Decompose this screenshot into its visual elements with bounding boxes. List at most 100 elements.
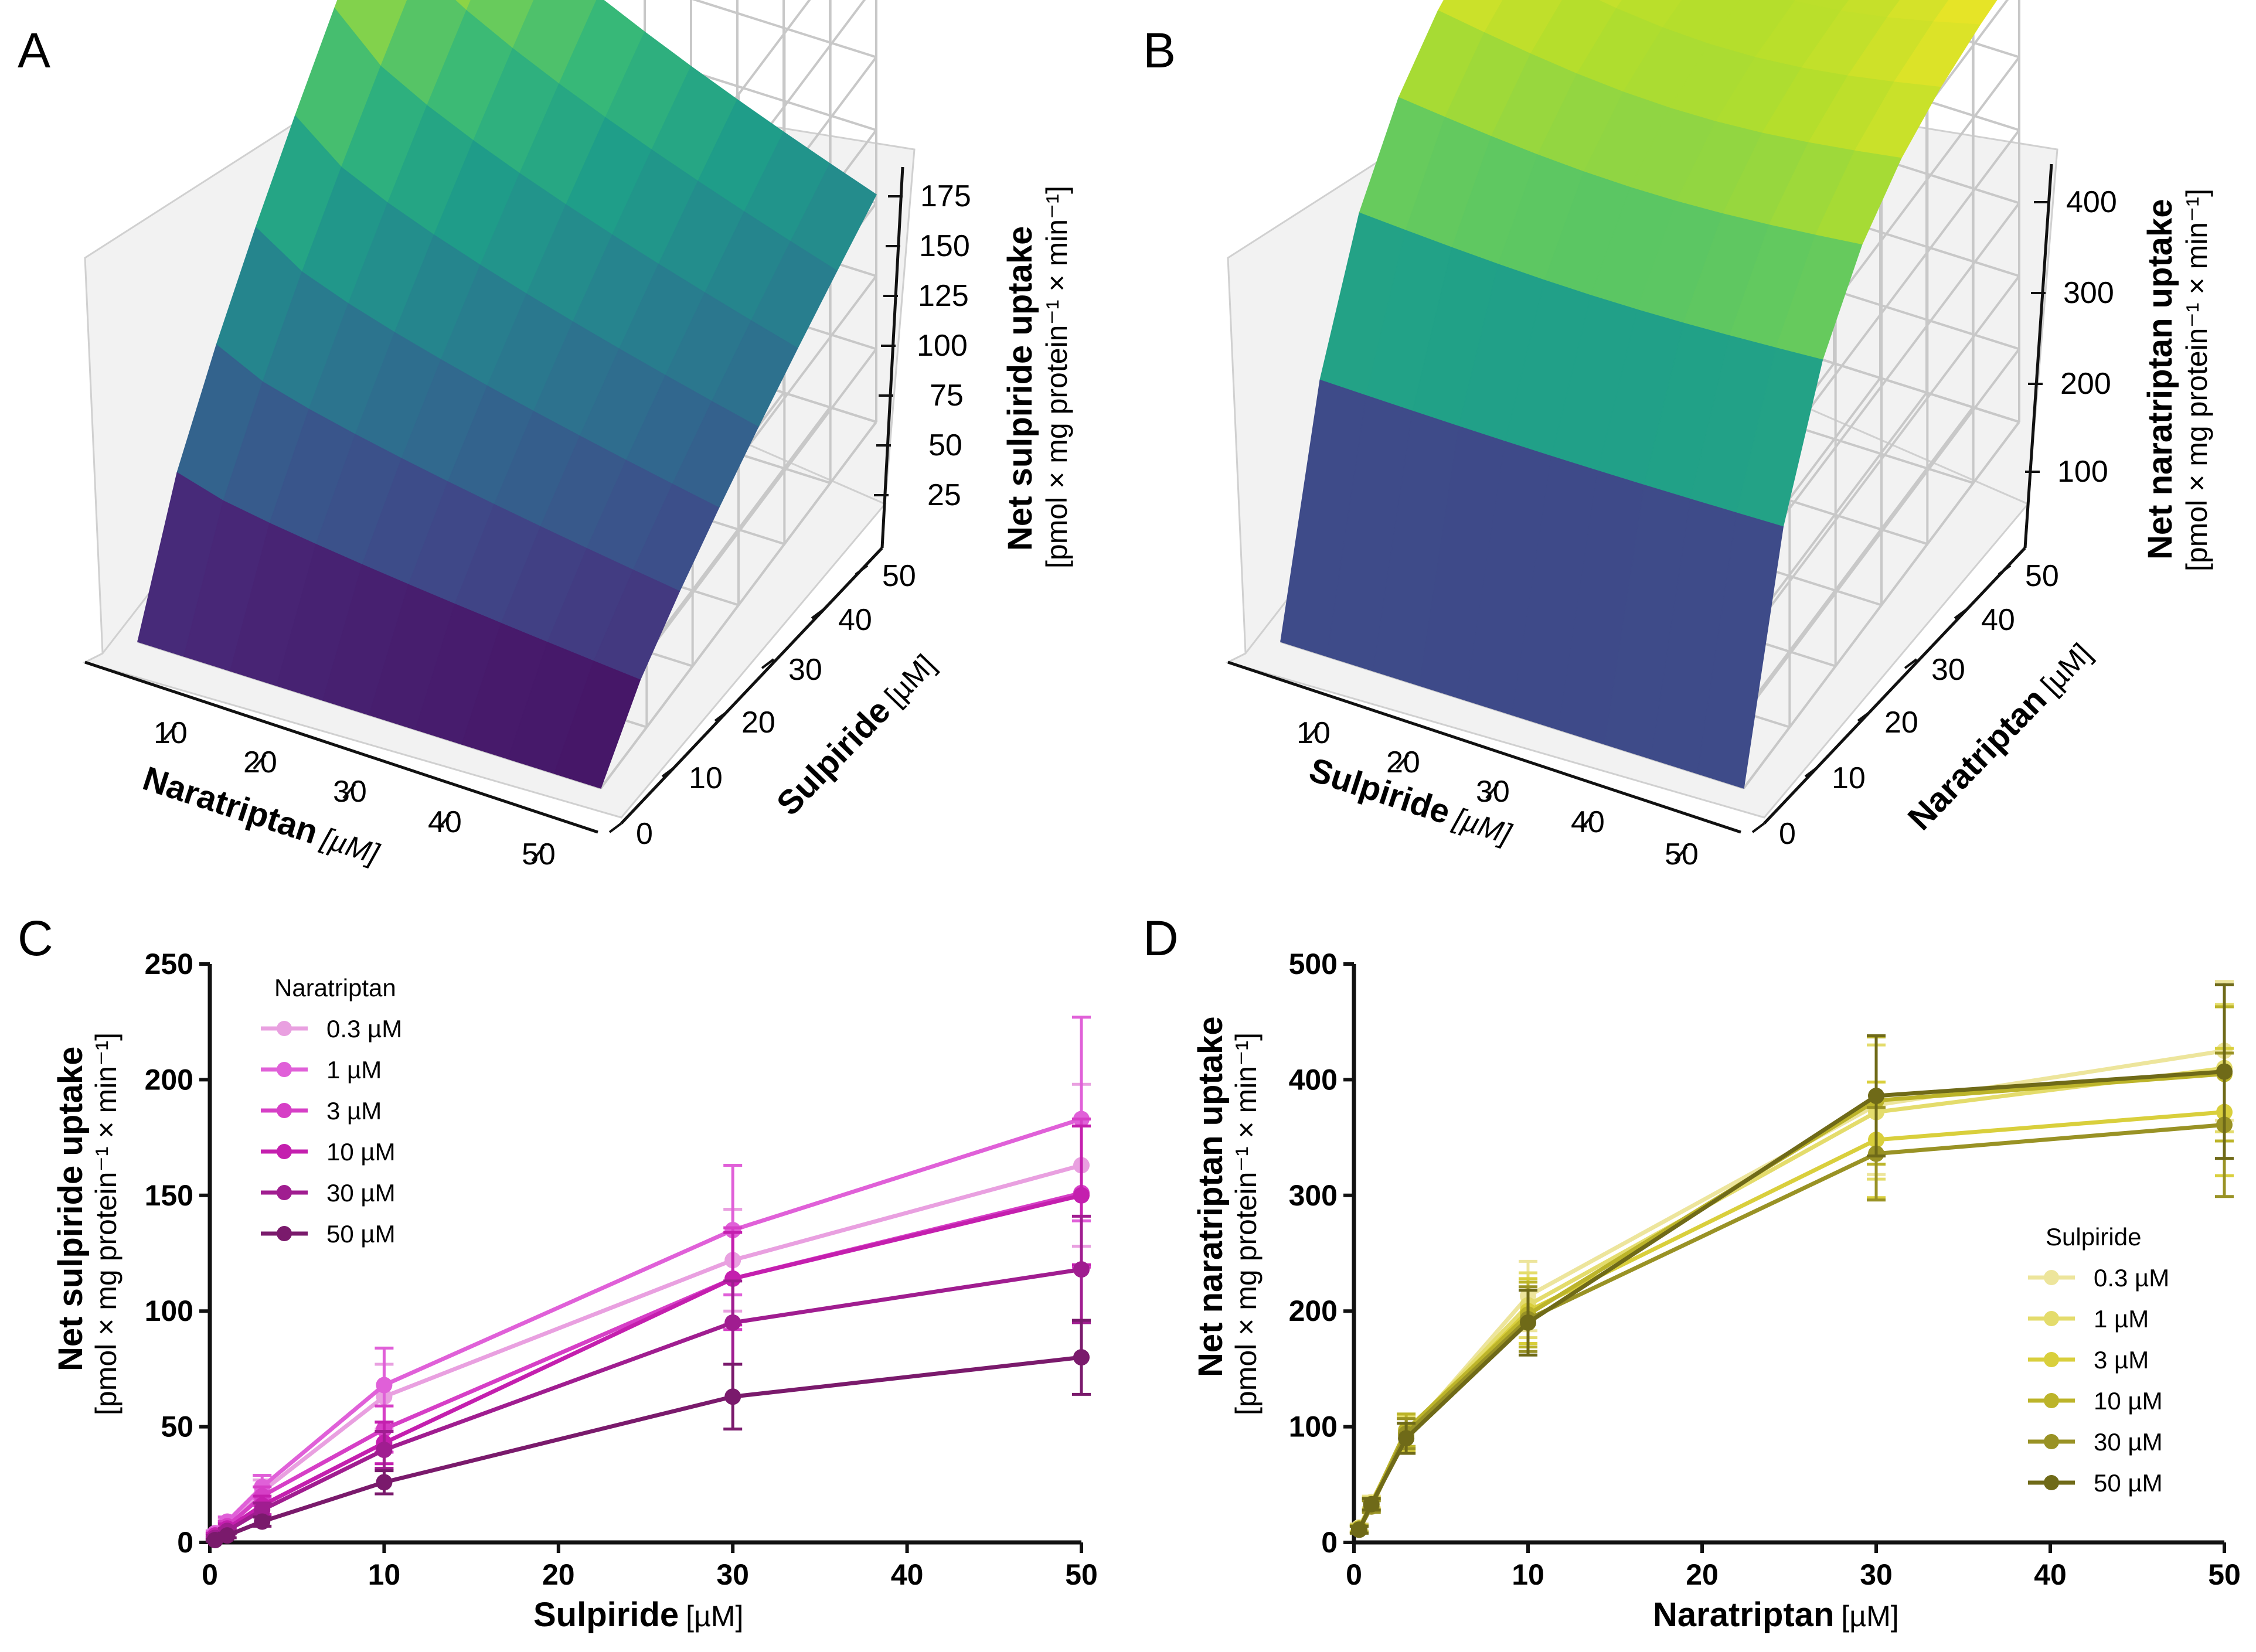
panel-b-x-tick: 20 (1386, 745, 1420, 779)
panel-d-legend-title: Sulpiride (2046, 1223, 2141, 1251)
panel-d-legend-label: 30 µM (2094, 1428, 2163, 1456)
panel-a-z-tick: 100 (917, 329, 968, 363)
panel-a-z-tick: 75 (930, 379, 964, 413)
panel-b-tick-mark (1306, 724, 1320, 741)
panel-letter-a: A (18, 23, 50, 78)
panel-c-data-point (724, 1388, 741, 1405)
panel-c-x-title: Sulpiride (533, 1596, 679, 1634)
panel-c-legend-title: Naratriptan (274, 974, 396, 1002)
panel-c-data-point (1073, 1349, 1090, 1366)
panel-c-x-tick-label: 40 (891, 1558, 924, 1591)
panel-a-tick-mark (855, 564, 869, 575)
panel-a-tick-mark (761, 658, 775, 669)
panel-c-data-point (1073, 1261, 1090, 1278)
panel-b-surface-patch (1697, 512, 1784, 789)
panel-b-tick-mark (1857, 711, 1871, 722)
panel-a-z-tick: 175 (920, 179, 971, 213)
panel-d-legend-label: 0.3 µM (2094, 1264, 2169, 1292)
panel-b-tick-mark (1751, 822, 1765, 833)
panel-b-y-tick: 30 (1931, 653, 1965, 687)
panel-c-legend-swatch-marker (277, 1144, 292, 1159)
panel-a-z-title: Net sulpiride uptake (1001, 226, 1039, 551)
panel-a-x-title: Naratriptan (138, 759, 322, 851)
panel-d-series (1349, 983, 2234, 1538)
panel-b-y-title: Naratriptan (1901, 680, 2054, 837)
panel-d-data-point (1363, 1496, 1380, 1513)
panel-a-surface-patch (454, 0, 472, 12)
panel-letter-d: D (1143, 911, 1179, 966)
panel-a-tick-mark (163, 724, 177, 741)
panel-d-data-point (2216, 1063, 2233, 1080)
svg-text:Naratriptan[µM]: Naratriptan[µM] (1653, 1596, 1899, 1634)
panel-c-data-point (724, 1314, 741, 1331)
panel-d-data-point (1398, 1430, 1415, 1447)
panel-a-y-title: Sulpiride (770, 692, 898, 823)
panel-d-y-tick-label: 500 (1289, 948, 1338, 980)
panel-a-y-tick: 40 (838, 603, 872, 637)
panel-a-tick-mark (253, 754, 267, 770)
panel-b-x-tick: 30 (1476, 775, 1510, 809)
panel-d-legend-swatch-marker (2044, 1270, 2059, 1285)
panel-c-data-point (254, 1501, 271, 1518)
panel-b-tick-mark (1904, 658, 1918, 669)
panel-b-tick-mark (1674, 846, 1688, 862)
panel-b-x-title: Sulpiride (1305, 751, 1455, 832)
panel-b-surface-patch (1932, 0, 1998, 26)
panel-c-legend-label: 0.3 µM (326, 1015, 402, 1043)
panel-b-z-title: Net naratriptan uptake (2141, 199, 2179, 560)
panel-c-legend-swatch-marker (277, 1226, 292, 1241)
panel-b-z-unit: [pmol × mg protein⁻¹ × min⁻¹] (2180, 189, 2213, 571)
panel-d-x-unit: [µM] (1841, 1600, 1898, 1633)
panel-d-y-tick-label: 400 (1289, 1063, 1338, 1096)
panel-c-x-unit: [µM] (686, 1600, 743, 1633)
panel-b-y-tick: 10 (1832, 761, 1866, 795)
panel-d-x-tick-label: 50 (2208, 1558, 2241, 1591)
panel-d-series-line (1357, 1072, 2225, 1530)
panel-d-legend-swatch-marker (2044, 1393, 2059, 1408)
panel-d-legend-swatch-marker (2044, 1311, 2059, 1326)
panel-b-y-tick: 20 (1884, 706, 1918, 740)
panel-a-z-tick: 25 (927, 478, 961, 512)
panel-d-y-tick-label: 0 (1321, 1526, 1338, 1559)
panel-d-series-line (1357, 1069, 2225, 1531)
panel-b-surface (1280, 0, 1998, 789)
panel-a-y-tick: 50 (882, 559, 916, 593)
panel-d-x-tick-label: 10 (1512, 1558, 1544, 1591)
panel-a-x-tick: 40 (428, 805, 462, 839)
panel-b-y-axis (1763, 547, 2026, 825)
panel-d: D 0 100 200 300 400 500 0 10 20 30 40 50 Net naratr… (1143, 911, 2241, 1634)
panel-a-y-tick: 10 (689, 761, 723, 795)
panel-d-y-tick-label: 300 (1289, 1179, 1338, 1212)
panel-b-x-tick: 40 (1571, 805, 1605, 839)
panel-b-gridline (1743, 275, 2020, 643)
panel-d-x-title: Naratriptan (1653, 1596, 1834, 1634)
panel-c-data-point (376, 1377, 393, 1394)
panel-b-gridline (1743, 348, 2020, 716)
panel-b-tick-mark (1998, 564, 2012, 575)
panel-d-y-tick-label: 100 (1289, 1411, 1338, 1443)
panel-b-z-tick: 200 (2060, 367, 2111, 401)
panel-d-y-unit: [pmol × mg protein⁻¹ × min⁻¹] (1230, 1033, 1263, 1415)
panel-d-legend-label: 1 µM (2094, 1305, 2149, 1333)
panel-b-z-tick: 100 (2057, 455, 2108, 489)
panel-d-plot: 0 100 200 300 400 500 0 10 20 30 40 50 (1289, 948, 2241, 1591)
panel-b-x-tick: 50 (1665, 837, 1699, 871)
panel-d-x-tick-label: 40 (2034, 1558, 2067, 1591)
panel-c-data-point (376, 1474, 393, 1491)
panel-a-y-tick: 20 (741, 706, 775, 740)
panel-c-legend-swatch-marker (277, 1103, 292, 1118)
panel-a-tick-mark (342, 783, 356, 799)
panel-c-x-tick-label: 10 (368, 1558, 401, 1591)
panel-a-y-axis (620, 547, 883, 825)
panel-c-y-tick-label: 50 (161, 1411, 193, 1443)
panel-a-surface (137, 0, 877, 789)
panel-c-x-tick-label: 20 (542, 1558, 575, 1591)
panel-b-y-tick: 40 (1981, 603, 2015, 637)
panel-c-y-tick-label: 200 (145, 1063, 193, 1096)
panel-letter-c: C (18, 911, 53, 966)
panel-c-data-point (376, 1442, 393, 1459)
panel-a-z-axis (880, 166, 904, 549)
panel-b-x-tick: 10 (1297, 716, 1331, 750)
panel-a-x-tick: 20 (243, 745, 277, 779)
panel-c-data-point (254, 1513, 271, 1530)
